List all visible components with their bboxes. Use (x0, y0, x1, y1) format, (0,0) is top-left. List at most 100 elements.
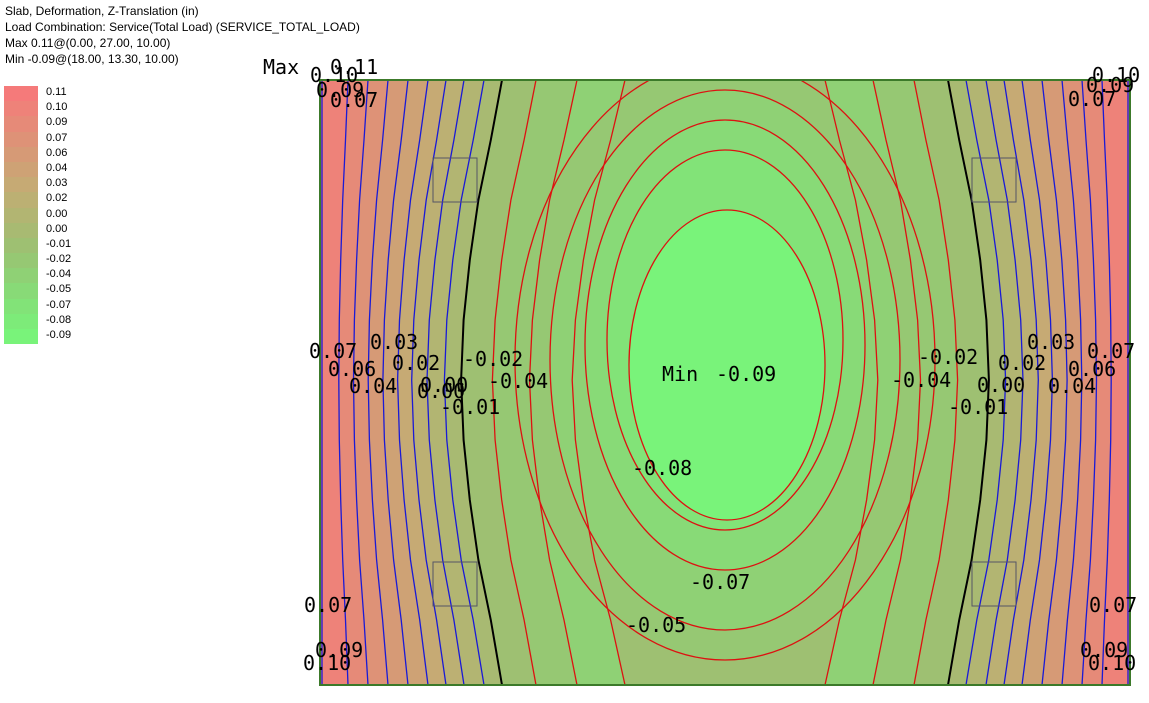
legend-swatch (4, 116, 38, 132)
contour-line (872, 80, 922, 685)
contour-line (985, 80, 1024, 685)
legend-swatch (4, 222, 38, 238)
contour-line (352, 80, 369, 685)
legend-label: 0.00 (46, 207, 68, 220)
legend-label: 0.00 (46, 222, 68, 235)
contour-ring (628, 209, 826, 521)
contour-label: 0.09 (1086, 73, 1134, 97)
column-top-right[interactable] (971, 157, 1017, 203)
legend-label: -0.09 (46, 329, 72, 341)
plot-header: Slab, Deformation, Z-Translation (in) Lo… (5, 3, 360, 67)
contour-label: -0.02 (918, 345, 978, 369)
max-marker-label: Max (263, 55, 299, 79)
contour-line (1041, 80, 1068, 685)
contour-line (426, 80, 465, 685)
contour-label: 0.06 (1068, 357, 1116, 381)
contour-label: -0.04 (891, 368, 951, 392)
contour-line (1021, 80, 1054, 685)
contour-label: 0.02 (998, 351, 1046, 375)
slab-boundary[interactable] (319, 79, 1131, 686)
legend-swatch (4, 253, 38, 269)
contour-line (965, 80, 1007, 685)
contour-label: 0.10 (1088, 651, 1136, 675)
contour-label: -0.08 (632, 456, 692, 480)
column-markers (432, 157, 1017, 607)
contour-label: 0.06 (328, 357, 376, 381)
contour-line (396, 80, 429, 685)
column-bottom-right[interactable] (971, 561, 1017, 607)
contour-label: 0.07 (1089, 593, 1137, 617)
legend-swatch (4, 313, 38, 329)
contour-line (528, 80, 578, 685)
zero-contour-line (947, 80, 990, 685)
legend-swatch (4, 298, 38, 314)
contour-label: -0.01 (440, 395, 500, 419)
contour-label: 0.00 (417, 379, 465, 403)
plot-title: Slab, Deformation, Z-Translation (in) (5, 4, 199, 18)
contour-line (491, 80, 537, 685)
legend-label: -0.08 (46, 313, 72, 326)
contour-label: 0.03 (370, 330, 418, 354)
legend-label: 0.06 (46, 146, 68, 159)
legend-label: 0.09 (46, 116, 68, 129)
contour-label: -0.02 (463, 347, 523, 371)
legend-label: -0.01 (46, 237, 72, 250)
contour-label: 0.10 (310, 63, 358, 87)
legend-swatch (4, 207, 38, 223)
contour-label: 0.07 (1068, 87, 1116, 111)
legend-label: 0.11 (46, 86, 67, 98)
legend-label: -0.02 (46, 253, 72, 266)
legend-swatch (4, 86, 38, 102)
column-bottom-left[interactable] (432, 561, 478, 607)
contour-line (367, 80, 389, 685)
contour-label: 0.09 (315, 638, 363, 662)
contour-line (571, 80, 626, 685)
contour-line (1003, 80, 1039, 685)
column-top-left[interactable] (432, 157, 478, 203)
legend-swatch (4, 161, 38, 178)
contour-label: 0.07 (330, 88, 378, 112)
legend-swatch (4, 283, 38, 299)
legend-label: 0.10 (46, 101, 68, 114)
legend-label: -0.07 (46, 298, 72, 311)
contour-label: 0.10 (303, 651, 351, 675)
max-marker-value: 0.11 (330, 55, 378, 79)
contour-line (443, 80, 485, 685)
contour-label: -0.01 (948, 395, 1008, 419)
legend-label: -0.04 (46, 268, 72, 281)
contour-label: 0.00 (977, 373, 1025, 397)
legend-label: -0.05 (46, 283, 72, 296)
contour-line (338, 80, 349, 685)
contour-line (1081, 80, 1098, 685)
min-marker-value: -0.09 (716, 362, 776, 386)
contour-label: -0.05 (626, 613, 686, 637)
legend-swatch (4, 192, 38, 208)
legend-swatch (4, 146, 38, 162)
contour-label: 0.07 (1087, 339, 1135, 363)
contour-label: 0.09 (316, 78, 364, 102)
legend-label: 0.04 (46, 161, 68, 174)
load-combination-label: Load Combination: Service(Total Load) (S… (5, 20, 360, 34)
legend-label: 0.02 (46, 192, 68, 205)
contour-label: 0.04 (1048, 374, 1096, 398)
contour-bands (320, 80, 1130, 685)
legend-label: 0.07 (46, 131, 68, 144)
legend-swatch (4, 329, 38, 345)
contour-line (913, 80, 959, 685)
max-summary: Max 0.11@(0.00, 27.00, 10.00) (5, 36, 171, 50)
contour-band (320, 80, 348, 685)
legend-swatch (4, 131, 38, 147)
min-summary: Min -0.09@(18.00, 13.30, 10.00) (5, 52, 179, 66)
contour-line (1061, 80, 1083, 685)
legend-swatch (4, 177, 38, 193)
contour-band (1102, 80, 1130, 685)
contour-label: 0.10 (1092, 63, 1140, 87)
legend-swatch (4, 268, 38, 284)
contour-line (1101, 80, 1112, 685)
legend-label: 0.03 (46, 177, 68, 190)
contour-label: -0.07 (690, 570, 750, 594)
contour-lines (321, 80, 1129, 685)
contour-line (824, 80, 879, 685)
contour-line (382, 80, 409, 685)
